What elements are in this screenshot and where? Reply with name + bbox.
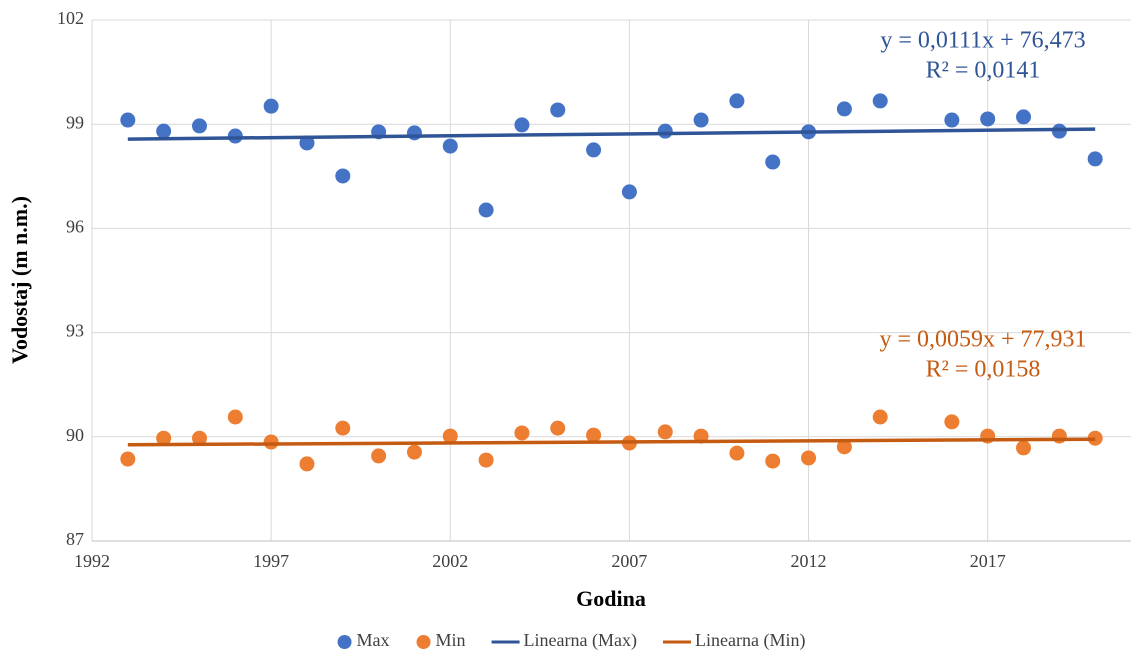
point <box>299 456 315 472</box>
point <box>1016 440 1032 456</box>
point <box>371 448 387 464</box>
point <box>156 123 172 139</box>
point <box>980 111 996 127</box>
x-tick-label: 1997 <box>253 551 289 571</box>
point <box>836 439 852 455</box>
legend-label: Min <box>436 630 466 650</box>
point <box>156 430 172 446</box>
point <box>765 453 781 469</box>
point <box>586 142 602 158</box>
point <box>263 434 279 450</box>
point <box>478 202 494 218</box>
trend-equation: R² = 0,0158 <box>926 357 1041 383</box>
point <box>693 112 709 128</box>
trend-line <box>127 127 1096 141</box>
point <box>801 450 817 466</box>
legend-swatch <box>337 635 352 649</box>
point <box>514 425 530 441</box>
x-tick-label: 2007 <box>611 551 647 571</box>
point <box>836 101 852 117</box>
point <box>872 409 888 425</box>
x-tick-label: 2012 <box>791 551 827 571</box>
trend-equation: y = 0,0059x + 77,931 <box>879 327 1086 353</box>
x-tick-label: 1992 <box>74 551 110 571</box>
point <box>120 112 136 128</box>
point <box>120 451 136 467</box>
legend-label: Max <box>357 630 390 650</box>
point <box>1087 151 1103 167</box>
point <box>227 128 243 144</box>
point <box>657 123 673 139</box>
y-tick-label: 90 <box>66 425 84 445</box>
point <box>299 135 315 151</box>
point <box>944 112 960 128</box>
point <box>586 427 602 443</box>
trend-equation: y = 0,0111x + 76,473 <box>880 28 1085 54</box>
y-axis-title: Vodostaj (m n.m.) <box>7 196 32 364</box>
point <box>442 428 458 444</box>
legend-label: Linearna (Min) <box>695 630 805 651</box>
point <box>1016 109 1032 125</box>
trend-equation: R² = 0,0141 <box>926 58 1041 84</box>
point <box>729 445 745 461</box>
point <box>729 93 745 109</box>
point <box>335 420 351 436</box>
y-tick-label: 102 <box>57 8 84 28</box>
y-tick-label: 96 <box>66 217 84 237</box>
x-tick-label: 2017 <box>970 551 1006 571</box>
point <box>263 98 279 114</box>
x-axis-title: Godina <box>576 586 646 611</box>
point <box>550 420 566 436</box>
x-tick-label: 2002 <box>432 551 468 571</box>
point <box>406 444 422 460</box>
y-tick-label: 93 <box>66 321 84 341</box>
point <box>621 184 637 200</box>
point <box>191 430 207 446</box>
point <box>335 168 351 184</box>
point <box>406 125 422 141</box>
point <box>872 93 888 109</box>
point <box>442 138 458 154</box>
trend-line <box>127 437 1096 447</box>
point <box>514 117 530 133</box>
point <box>478 452 494 468</box>
point <box>657 424 673 440</box>
y-tick-label: 87 <box>66 529 84 549</box>
point <box>765 154 781 170</box>
legend-swatch <box>416 635 431 649</box>
point <box>550 102 566 118</box>
y-tick-label: 99 <box>66 112 84 132</box>
point <box>1051 428 1067 444</box>
legend-label: Linearna (Max) <box>524 630 637 651</box>
point <box>944 414 960 430</box>
point <box>227 409 243 425</box>
legend: Max Min Linearna (Max) Linearna (Min) <box>337 630 805 651</box>
point <box>191 118 207 134</box>
point <box>1087 430 1103 446</box>
